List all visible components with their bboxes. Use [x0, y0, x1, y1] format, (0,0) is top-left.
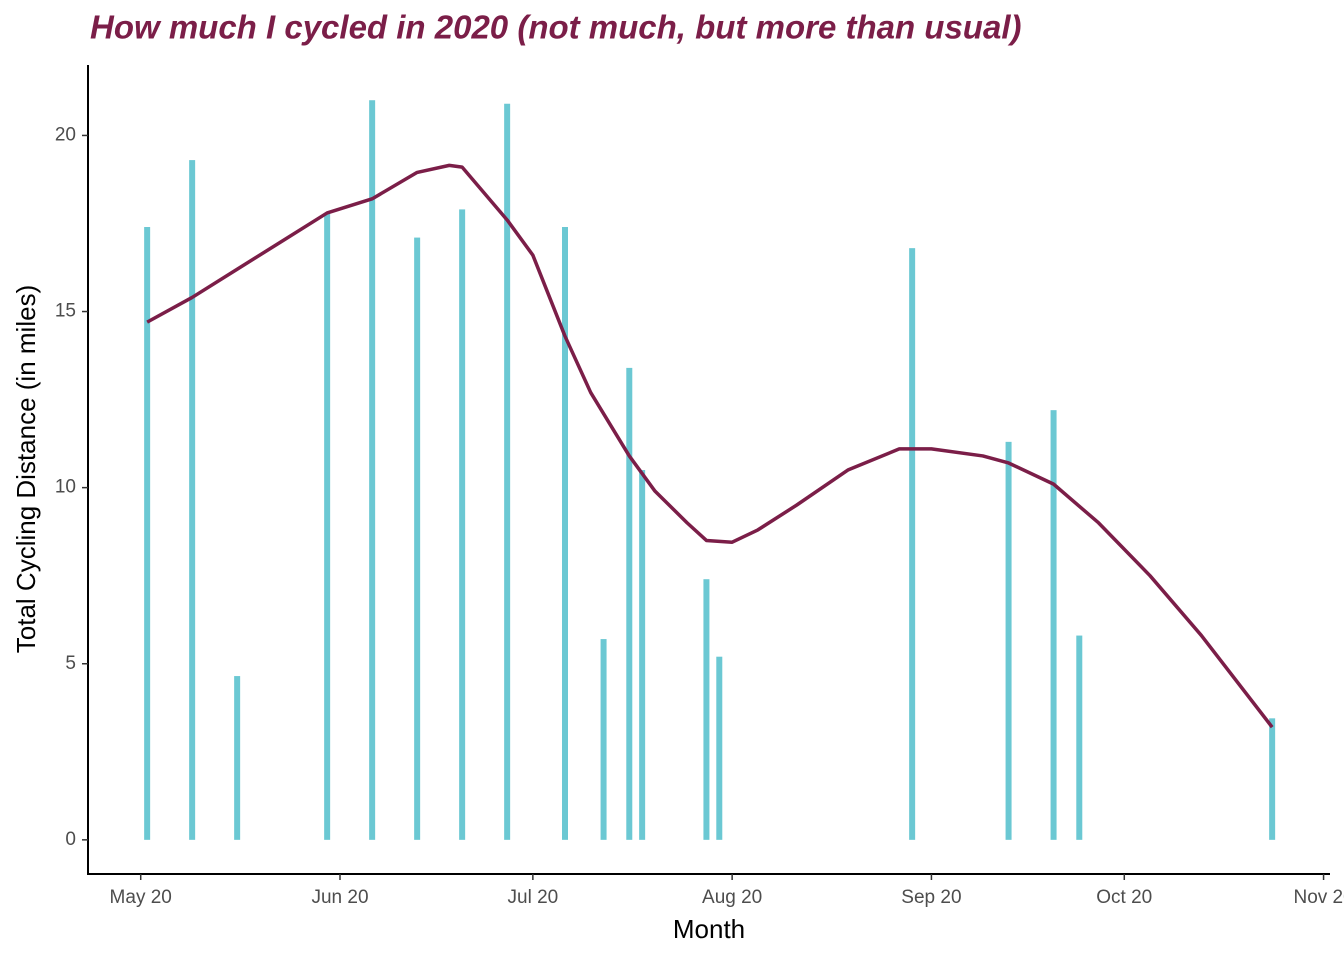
- chart-title: How much I cycled in 2020 (not much, but…: [90, 9, 1021, 46]
- bar: [324, 212, 331, 840]
- x-tick-label: Sep 20: [901, 887, 961, 908]
- bar: [414, 237, 421, 840]
- bar: [639, 470, 646, 840]
- bar: [909, 248, 916, 840]
- bar: [1269, 718, 1276, 840]
- y-tick-label: 20: [55, 124, 76, 145]
- bar: [459, 209, 466, 840]
- y-tick-label: 5: [65, 653, 76, 674]
- x-axis-label: Month: [673, 914, 745, 944]
- bar: [626, 367, 633, 840]
- bar: [716, 656, 723, 840]
- bar: [600, 639, 607, 840]
- trend-line: [146, 163, 1274, 729]
- bar: [189, 160, 196, 840]
- x-tick-label: Nov 20: [1293, 887, 1344, 908]
- x-tick-label: Oct 20: [1096, 887, 1152, 908]
- bar: [504, 103, 511, 840]
- x-tick-label: Aug 20: [702, 887, 762, 908]
- bar: [1050, 410, 1057, 840]
- bar: [234, 676, 241, 840]
- bar: [1005, 441, 1012, 840]
- y-axis-label: Total Cycling Distance (in miles): [11, 285, 41, 653]
- x-tick-label: Jun 20: [311, 887, 368, 908]
- y-tick-label: 15: [55, 301, 76, 322]
- bar: [144, 227, 151, 840]
- bar: [703, 579, 710, 840]
- bar: [1076, 635, 1083, 840]
- bar: [562, 227, 568, 840]
- y-tick-label: 0: [65, 829, 76, 850]
- bar: [369, 100, 376, 840]
- x-tick-label: Jul 20: [508, 887, 559, 908]
- x-tick-label: May 20: [110, 887, 172, 908]
- y-tick-label: 10: [55, 477, 76, 498]
